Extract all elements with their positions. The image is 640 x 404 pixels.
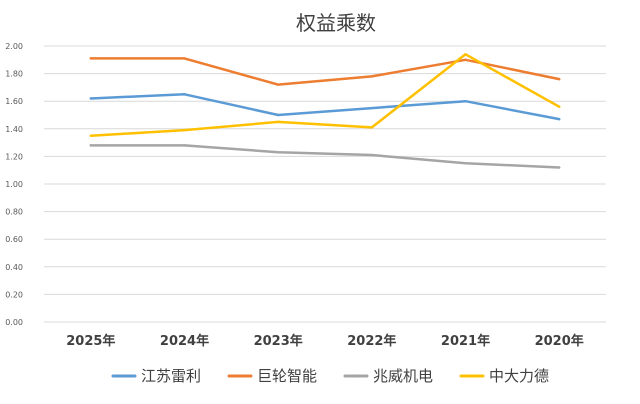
y-tick-label: 0.00 <box>5 318 23 327</box>
series-line <box>89 53 561 137</box>
y-tick-label: 1.40 <box>5 125 23 134</box>
data-point <box>464 162 467 165</box>
y-tick-label: 0.20 <box>5 290 23 299</box>
legend-label: 巨轮智能 <box>257 367 317 385</box>
x-category-label: 2021年 <box>441 333 490 349</box>
y-tick-label: 1.60 <box>5 97 23 106</box>
data-point <box>183 128 186 132</box>
y-tick-label: 0.60 <box>5 235 23 244</box>
series-lines <box>89 53 561 169</box>
data-point <box>276 151 280 154</box>
y-tick-label: 1.00 <box>5 180 23 189</box>
gridlines <box>44 45 606 323</box>
x-category-label: 2023年 <box>254 333 303 349</box>
data-point <box>89 134 93 137</box>
data-point <box>557 117 561 121</box>
data-point <box>464 53 467 56</box>
y-tick-label: 1.20 <box>5 152 23 161</box>
data-point <box>370 75 374 78</box>
legend: 江苏雷利 巨轮智能 兆威机电 中大力德 <box>111 367 549 385</box>
chart-title: 权益乘数 <box>296 11 376 35</box>
legend-label: 兆威机电 <box>373 367 433 385</box>
y-tick-label: 0.40 <box>5 263 23 272</box>
data-point <box>557 105 561 108</box>
legend-label: 中大力德 <box>489 367 549 385</box>
y-axis-ticks: 0.00 0.20 0.40 0.60 0.80 1.00 1.20 1.40 1.60 1.80… <box>5 42 23 327</box>
data-point <box>464 100 467 103</box>
data-point <box>557 166 561 169</box>
x-category-label: 2024年 <box>160 333 209 349</box>
data-point <box>557 77 561 81</box>
data-point <box>370 126 374 129</box>
series-line <box>89 144 561 169</box>
data-point <box>370 106 374 110</box>
data-point <box>89 97 93 100</box>
data-point <box>276 120 280 124</box>
y-tick-label: 0.80 <box>5 208 23 217</box>
x-category-label: 2022年 <box>347 333 396 349</box>
data-point <box>183 57 186 60</box>
data-point <box>370 153 374 157</box>
legend-label: 江苏雷利 <box>141 367 201 385</box>
series-line <box>89 93 561 121</box>
data-point <box>464 58 467 61</box>
series-line <box>89 57 561 86</box>
data-point <box>89 57 93 60</box>
y-tick-label: 1.80 <box>5 70 23 79</box>
data-point <box>276 113 280 117</box>
x-category-label: 2025年 <box>66 333 115 349</box>
y-tick-label: 2.00 <box>5 42 23 51</box>
data-point <box>183 144 186 147</box>
data-point <box>89 144 93 147</box>
data-point <box>183 93 186 96</box>
x-axis-categories: 2025年 2024年 2023年 2022年 2021年 2020年 <box>66 333 584 349</box>
x-category-label: 2020年 <box>535 333 584 349</box>
data-point <box>276 83 280 86</box>
